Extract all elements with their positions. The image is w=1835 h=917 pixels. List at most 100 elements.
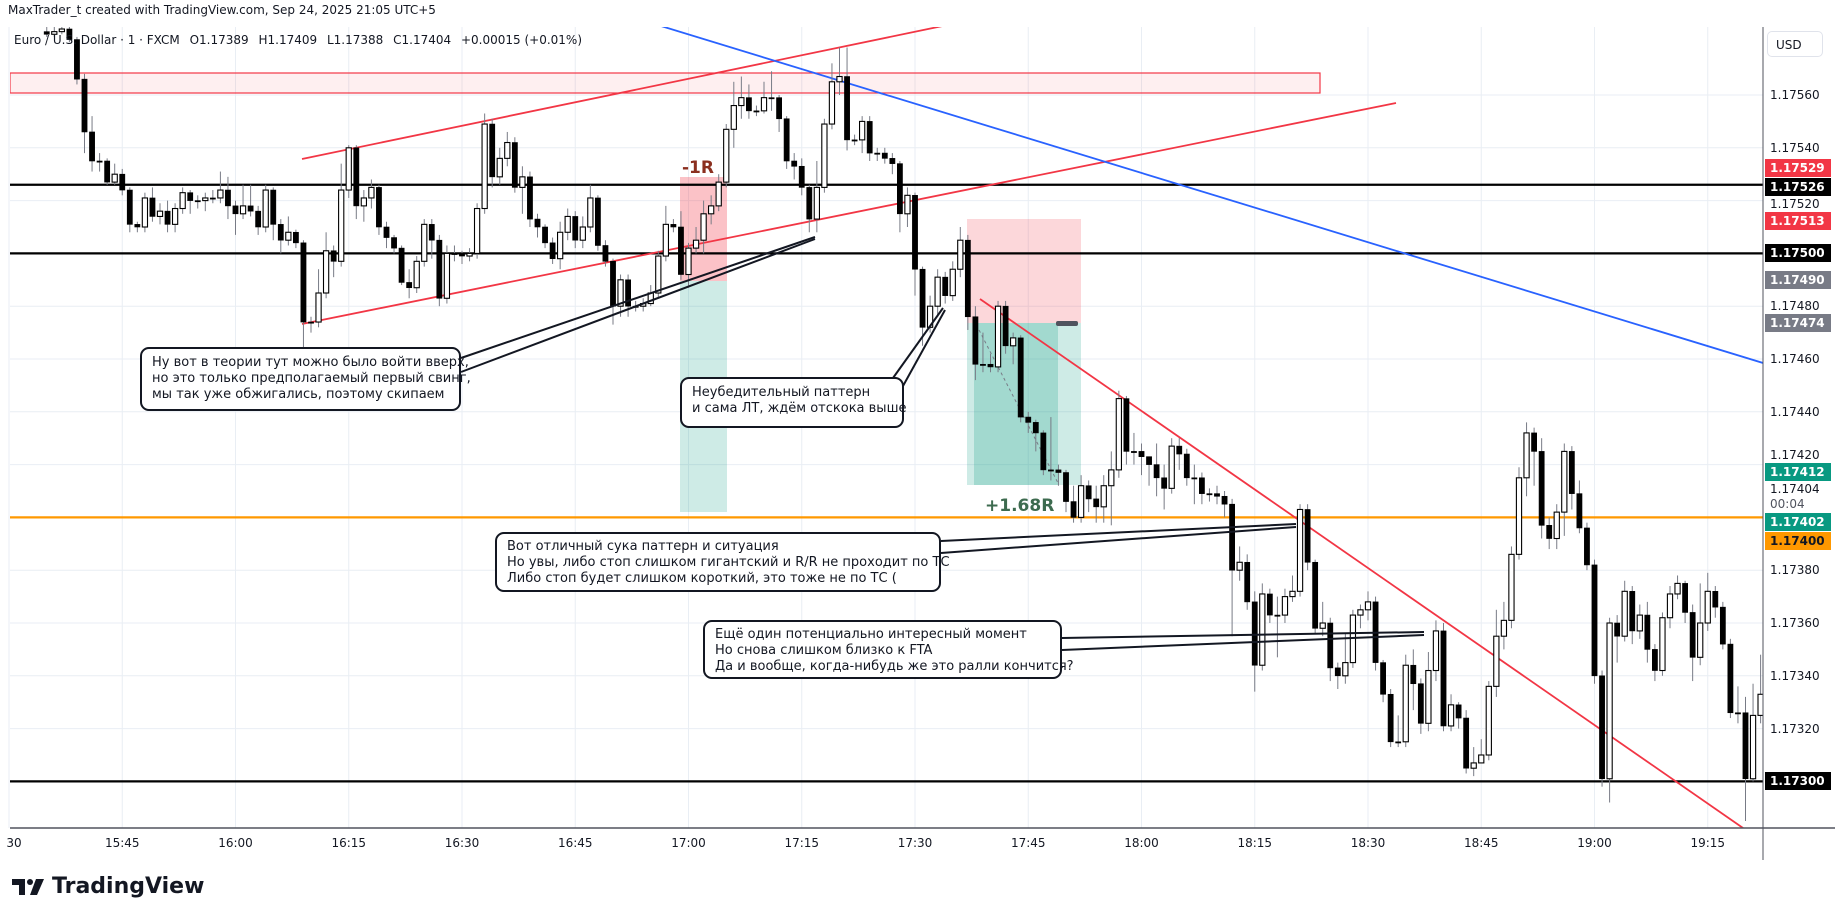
candle [421, 219, 428, 267]
candle [1584, 522, 1590, 571]
candle [753, 105, 760, 117]
candle-body-bear [81, 78, 88, 133]
price-axis-label[interactable]: 1.17526 [1765, 178, 1831, 197]
candle [1055, 464, 1062, 486]
callout-fta[interactable]: Ещё один потенциально интересный момент … [703, 620, 1074, 679]
symbol-name[interactable]: Euro / U.S. Dollar · 1 · FXCM [14, 33, 180, 47]
candle [745, 84, 752, 119]
short-position-stop-zone[interactable] [967, 219, 1081, 323]
candle [330, 245, 337, 278]
price-axis-label[interactable]: 1.17474 [1765, 313, 1831, 332]
candle-body-bull [1508, 553, 1515, 621]
red-downtrend-line[interactable] [979, 298, 1744, 828]
candle-body-bear [66, 28, 73, 40]
candle [1334, 662, 1341, 689]
candle-body-bull [368, 186, 375, 199]
candle [1568, 446, 1575, 510]
candle [1100, 475, 1107, 523]
price-axis-label[interactable]: 1.17300 [1765, 772, 1831, 791]
candle [1599, 670, 1605, 787]
callout-weak-pattern[interactable]: Неубедительный паттерн и сама ЛТ, ждём о… [680, 377, 906, 428]
time-tick-label: 19:15 [1690, 836, 1726, 850]
price-axis-label[interactable]: 1.17513 [1765, 212, 1831, 231]
candle-body-bear [625, 279, 631, 307]
candle [821, 118, 828, 193]
candle-body-bull [949, 268, 956, 297]
candle-body-bull [473, 207, 481, 254]
candle [1364, 591, 1372, 621]
candle [1417, 678, 1424, 734]
time-tick-label: 17:00 [671, 836, 706, 850]
channel-upper-line[interactable] [301, 23, 957, 160]
last-price-block: 1.17404 00:04 [1765, 481, 1831, 512]
candle-body-bear [678, 226, 684, 275]
candle-body-bear [1138, 451, 1145, 457]
logo-text: TradingView [52, 874, 205, 899]
candle [1244, 554, 1251, 610]
candle [1531, 427, 1537, 486]
candle-body-bear [1455, 704, 1462, 719]
price-tick-label: 1.17420 [1770, 447, 1820, 462]
candle [232, 200, 239, 235]
candle-body-bull [700, 213, 707, 241]
candle [1229, 498, 1235, 637]
candle-body-bear [1599, 675, 1605, 780]
candle [602, 240, 609, 267]
candle [549, 237, 556, 264]
candle [149, 187, 156, 222]
candle-body-bull [692, 239, 700, 249]
price-tick-label: 1.17480 [1770, 298, 1820, 313]
candle-body-bull [421, 223, 428, 262]
price-axis-label[interactable]: 1.17402 [1765, 512, 1831, 531]
candle [1735, 686, 1741, 724]
candle-body-bull [1259, 593, 1266, 666]
candle-body-bull [1659, 617, 1666, 672]
candle [760, 81, 768, 114]
price-axis-label[interactable]: 1.17500 [1765, 244, 1831, 263]
candle [1206, 488, 1213, 502]
candle-body-bear [806, 187, 813, 220]
candle-body-bear [74, 39, 80, 80]
candle [1281, 588, 1289, 623]
short-position-target-zone[interactable] [967, 323, 1081, 485]
tradingview-logo[interactable]: TradingView [12, 874, 204, 899]
candle [980, 332, 986, 373]
price-axis-label[interactable]: 1.17412 [1765, 462, 1831, 481]
candle-body-bear [1546, 525, 1553, 539]
candle [866, 116, 873, 161]
candle-body-bear [1055, 469, 1062, 473]
candle [1689, 604, 1696, 682]
candle-body-bear [534, 218, 541, 228]
price-axis-label[interactable]: 1.17490 [1765, 270, 1831, 289]
candle-body-bull [858, 120, 866, 141]
candle [587, 184, 594, 233]
candle [111, 163, 118, 185]
candle-body-bull [821, 123, 828, 188]
callout-great-pattern[interactable]: Вот отличный сука паттерн и ситуация Но … [495, 532, 950, 592]
candle [81, 73, 88, 154]
candle-body-bear [209, 197, 216, 200]
candle [874, 147, 881, 161]
price-axis-label[interactable]: 1.17400 [1765, 531, 1831, 550]
tradingview-logo-icon [12, 878, 44, 895]
candle [353, 145, 360, 220]
callout-first-swing[interactable]: Ну вот в теории тут можно было войти вве… [140, 347, 471, 411]
candle-body-bear [1644, 614, 1651, 650]
candle [496, 147, 503, 185]
candle [564, 208, 571, 241]
candle [617, 274, 624, 317]
candle [292, 229, 299, 249]
candle-body-bear [1719, 606, 1726, 645]
currency-button[interactable]: USD [1767, 31, 1823, 57]
candle [1183, 448, 1190, 486]
channel-lower-line[interactable] [301, 102, 1397, 325]
candle [942, 271, 949, 304]
position-handle[interactable] [1056, 321, 1078, 326]
candle [1191, 464, 1198, 505]
price-axis-label[interactable]: 1.17529 [1765, 159, 1831, 178]
price-tick-label: 1.17360 [1770, 616, 1820, 630]
candle [851, 134, 858, 146]
candle-body-bear [1614, 622, 1621, 637]
candle [368, 179, 375, 209]
